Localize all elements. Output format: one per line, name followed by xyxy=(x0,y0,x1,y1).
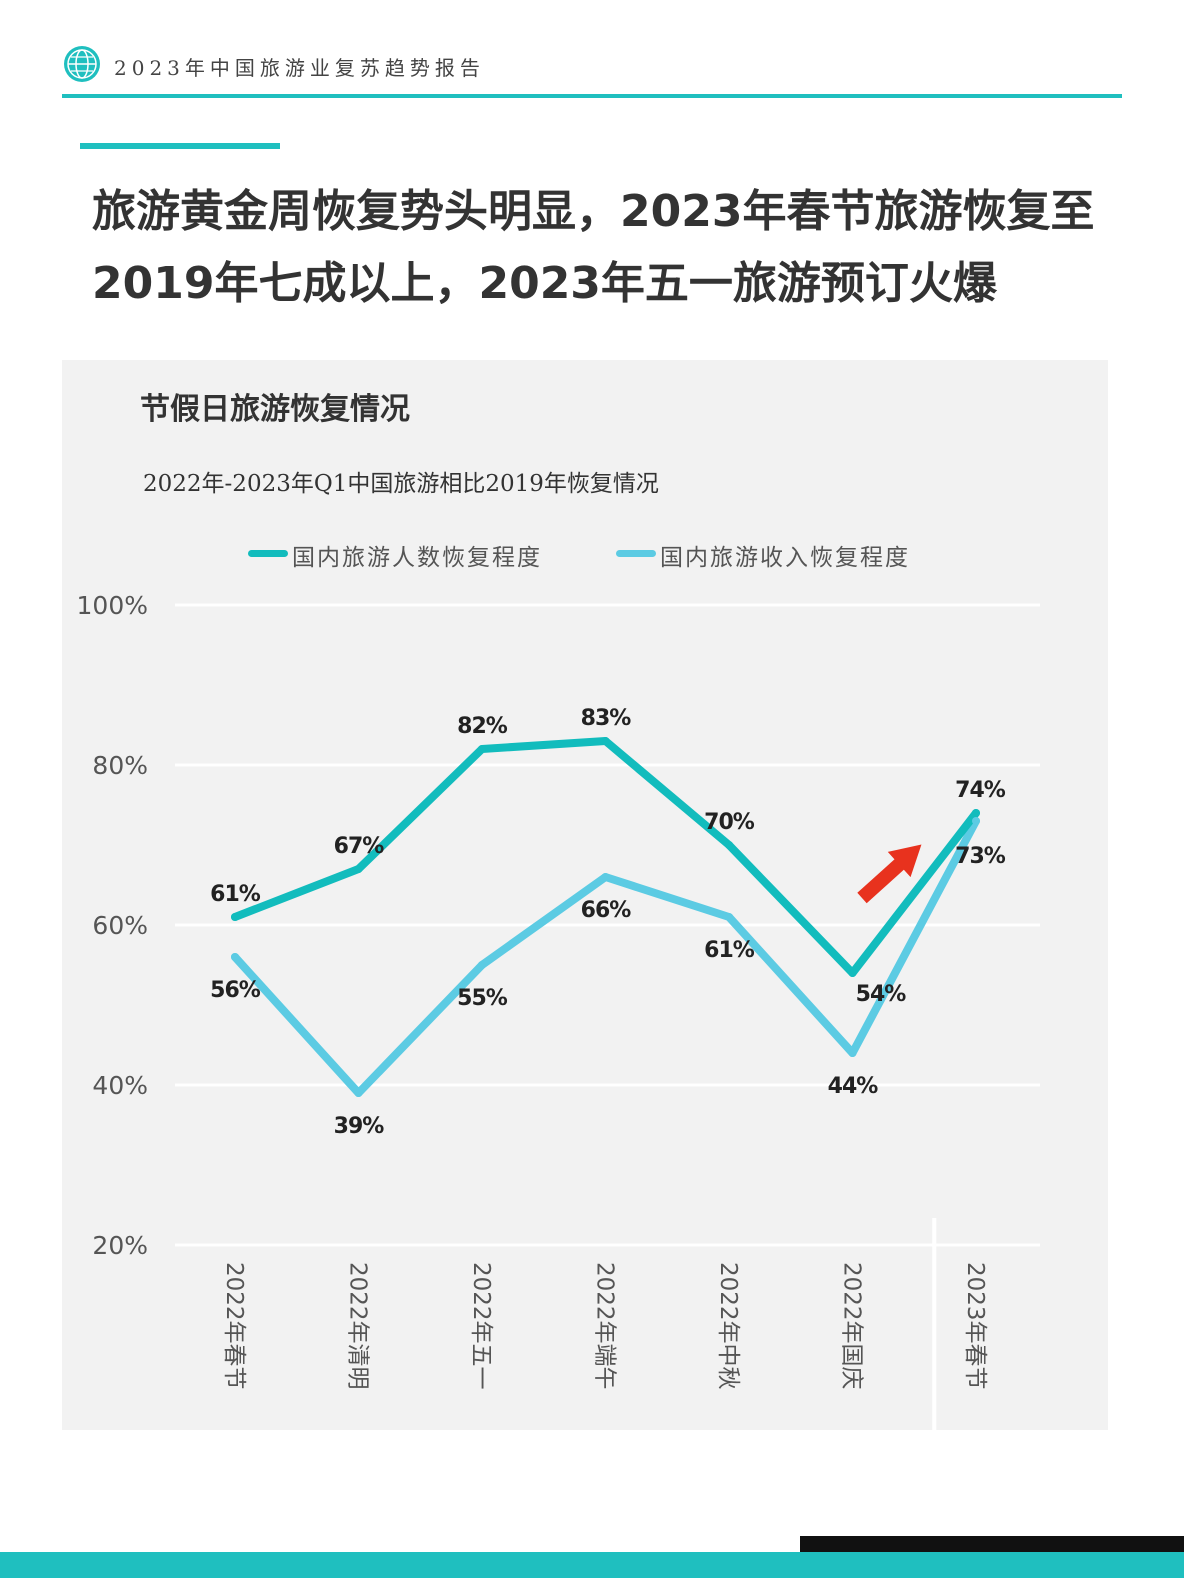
data-label: 82% xyxy=(457,714,508,739)
data-label: 39% xyxy=(334,1114,385,1139)
data-point-visitors xyxy=(601,737,610,745)
data-label: 56% xyxy=(210,978,261,1003)
data-label: 66% xyxy=(581,898,632,923)
data-point-revenue xyxy=(848,1049,857,1057)
x-tick-label: 2022年五一 xyxy=(468,1262,494,1390)
data-label: 74% xyxy=(955,778,1006,803)
data-point-visitors xyxy=(972,809,980,817)
data-label: 54% xyxy=(856,982,907,1007)
headline-accent-bar xyxy=(80,143,280,149)
headline-line-2: 2019年七成以上，2023年五一旅游预订火爆 xyxy=(92,258,997,309)
x-tick-label: 2022年清明 xyxy=(345,1262,371,1390)
data-point-revenue xyxy=(478,961,486,969)
legend-label-visitors: 国内旅游人数恢复程度 xyxy=(292,545,542,571)
footer-bar xyxy=(0,1552,1184,1578)
page-headline: 旅游黄金周恢复势头明显，2023年春节旅游恢复至 2019年七成以上，2023年… xyxy=(92,176,1132,320)
trend-arrow-shaft xyxy=(857,858,906,904)
data-point-visitors xyxy=(725,841,733,849)
y-tick-label: 40% xyxy=(92,1071,148,1100)
trend-arrow-icon xyxy=(857,844,922,904)
data-label: 70% xyxy=(704,810,755,835)
data-point-visitors xyxy=(848,969,857,977)
data-label: 73% xyxy=(955,844,1006,869)
legend-swatch-visitors xyxy=(248,550,288,557)
x-tick-label: 2022年国庆 xyxy=(839,1262,865,1390)
data-point-visitors xyxy=(478,745,486,753)
legend-label-revenue: 国内旅游收入恢复程度 xyxy=(660,545,910,571)
chart-title: 2022年-2023年Q1中国旅游相比2019年恢复情况 xyxy=(143,471,659,497)
data-label: 83% xyxy=(581,706,632,731)
data-point-visitors xyxy=(354,865,363,873)
footer-dark-bar xyxy=(800,1536,1184,1552)
data-label: 67% xyxy=(334,834,385,859)
header-divider xyxy=(62,94,1122,98)
y-tick-label: 80% xyxy=(92,751,148,780)
data-label: 55% xyxy=(457,986,508,1011)
legend-swatch-revenue xyxy=(616,550,656,557)
y-tick-label: 100% xyxy=(77,591,148,620)
y-tick-label: 60% xyxy=(92,911,148,940)
x-tick-label: 2022年春节 xyxy=(221,1262,247,1390)
data-label: 44% xyxy=(828,1074,879,1099)
panel-title: 节假日旅游恢复情况 xyxy=(140,392,410,427)
data-label: 61% xyxy=(210,882,261,907)
data-point-revenue xyxy=(601,873,610,881)
data-point-revenue xyxy=(725,913,733,921)
data-point-revenue xyxy=(972,817,980,825)
data-point-revenue xyxy=(231,953,239,961)
x-tick-label: 2022年端午 xyxy=(592,1262,618,1390)
data-point-revenue xyxy=(354,1089,363,1097)
trend-arrow-head xyxy=(887,844,922,878)
globe-icon xyxy=(64,46,100,82)
chart-legend: 国内旅游人数恢复程度 国内旅游收入恢复程度 xyxy=(248,538,1008,571)
x-tick-label: 2022年中秋 xyxy=(715,1262,741,1390)
headline-line-1: 旅游黄金周恢复势头明显，2023年春节旅游恢复至 xyxy=(92,186,1095,237)
report-title: 2023年中国旅游业复苏趋势报告 xyxy=(114,56,485,80)
x-tick-label: 2023年春节 xyxy=(962,1262,988,1390)
report-header: 2023年中国旅游业复苏趋势报告 xyxy=(62,44,1122,88)
y-tick-label: 20% xyxy=(92,1231,148,1260)
data-label: 61% xyxy=(704,938,755,963)
data-point-visitors xyxy=(231,913,239,921)
